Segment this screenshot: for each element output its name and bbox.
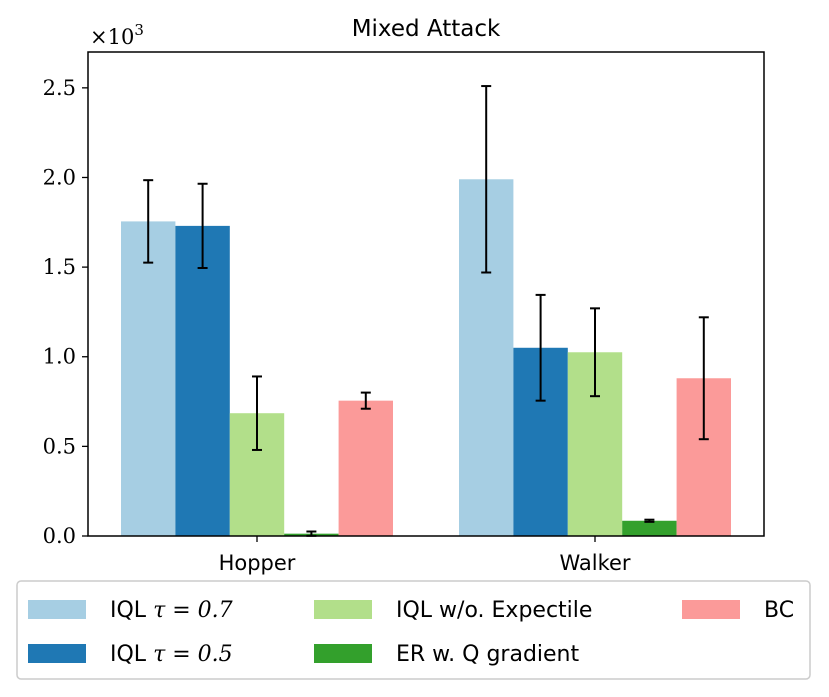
axis-multiplier-exponent: 3 [134,21,144,39]
legend-label: IQL τ = 0.5 [110,642,233,667]
legend-label: IQL w/o. Expectile [396,598,592,623]
legend-swatch [28,600,86,619]
legend-label: IQL τ = 0.7 [110,598,233,623]
y-tick-label: 2.0 [43,165,76,189]
legend-swatch [314,644,372,663]
plot-frame [87,51,765,537]
y-tick-label: 0.5 [43,434,76,458]
axis-multiplier: ×103 [90,21,144,49]
bar [121,221,176,536]
x-axis: Hopper Walker [219,536,631,575]
bars-group [121,179,731,537]
legend-label: ER w. Q gradient [396,642,579,667]
legend-box [16,580,811,680]
x-tick-label: Walker [559,551,630,575]
legend-label-text: BC [764,598,794,623]
y-tick-label: 0.0 [43,524,76,548]
legend-label-text: IQL w/o. Expectile [396,598,592,623]
legend-swatch [314,600,372,619]
y-axis: 0.0 0.5 1.0 1.5 2.0 2.5 [43,76,88,548]
axis-multiplier-base: ×10 [90,25,134,49]
legend-label-text: ER w. Q gradient [396,642,579,667]
bar [338,400,393,536]
legend-label-text: IQL [110,598,153,623]
bar [175,225,230,537]
legend-label-text: IQL [110,642,153,667]
x-tick-label: Hopper [219,551,296,575]
y-tick-label: 1.5 [43,255,76,279]
error-bars-group [143,85,709,537]
legend-label-math: τ = 0.7 [153,598,233,623]
bar [622,520,677,536]
legend-label-math: τ = 0.5 [153,642,233,667]
legend-swatch [28,644,86,663]
legend-swatch [682,600,740,619]
y-tick-label: 2.5 [43,76,76,100]
legend-label: BC [764,598,794,623]
y-tick-label: 1.0 [43,345,76,369]
chart-title: Mixed Attack [352,16,501,42]
